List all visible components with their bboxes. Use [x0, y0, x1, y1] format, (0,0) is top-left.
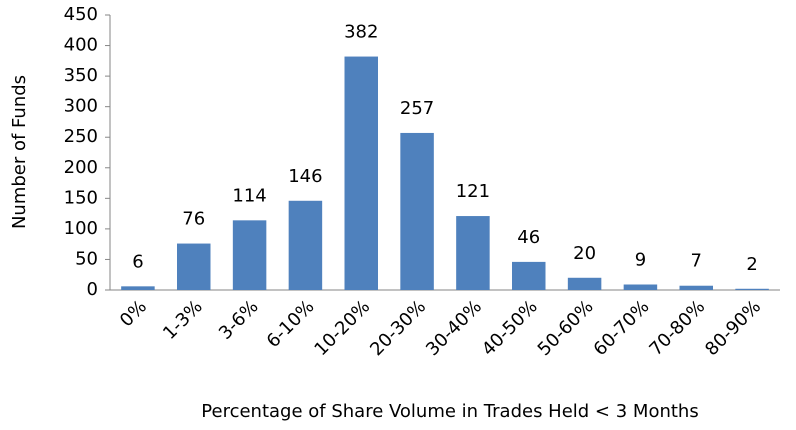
- bar: [735, 288, 769, 290]
- y-tick-label: 450: [64, 4, 98, 25]
- x-tick-label: 20-30%: [366, 296, 430, 360]
- data-label: 121: [456, 181, 490, 202]
- x-tick-label: 70-80%: [645, 296, 709, 360]
- data-label: 382: [344, 22, 378, 43]
- x-tick-label: 10-20%: [310, 296, 374, 360]
- x-tick-label: 40-50%: [478, 296, 542, 360]
- x-tick-label: 60-70%: [590, 296, 654, 360]
- bar: [177, 243, 211, 290]
- data-label: 20: [573, 243, 596, 264]
- bar: [679, 285, 713, 290]
- bar: [288, 200, 323, 290]
- x-tick-label: 30-40%: [422, 296, 486, 360]
- data-label: 76: [182, 209, 205, 230]
- x-tick-label: 80-90%: [701, 296, 765, 360]
- x-tick-label: 50-60%: [534, 296, 598, 360]
- bar: [567, 277, 602, 290]
- y-tick-label: 50: [75, 248, 98, 269]
- y-tick-label: 350: [64, 65, 98, 86]
- data-label: 46: [517, 227, 540, 248]
- data-label: 114: [232, 185, 266, 206]
- y-tick-label: 400: [64, 35, 98, 56]
- y-tick-label: 250: [64, 126, 98, 147]
- bar: [456, 216, 490, 290]
- y-tick-label: 150: [64, 187, 98, 208]
- data-label: 146: [288, 166, 322, 187]
- x-tick-label: 0%: [116, 296, 151, 331]
- bar: [344, 56, 378, 290]
- bar: [121, 286, 155, 290]
- x-tick-label: 6-10%: [263, 296, 319, 352]
- bar: [512, 261, 546, 290]
- data-label: 6: [132, 251, 143, 272]
- y-tick-label: 200: [64, 157, 98, 178]
- x-tick-label: 3-6%: [215, 296, 263, 344]
- bar: [623, 284, 658, 290]
- x-axis-label: Percentage of Share Volume in Trades Hel…: [201, 401, 698, 422]
- data-label: 2: [746, 254, 757, 275]
- y-tick-label: 100: [64, 218, 98, 239]
- data-label: 257: [400, 98, 434, 119]
- data-label: 7: [691, 251, 702, 272]
- y-axis-label: Number of Funds: [9, 75, 30, 229]
- data-label: 9: [635, 250, 646, 271]
- bar: [400, 132, 434, 290]
- y-tick-label: 0: [87, 279, 98, 300]
- y-tick-label: 300: [64, 96, 98, 117]
- x-tick-label: 1-3%: [159, 296, 207, 344]
- bar: [232, 220, 267, 290]
